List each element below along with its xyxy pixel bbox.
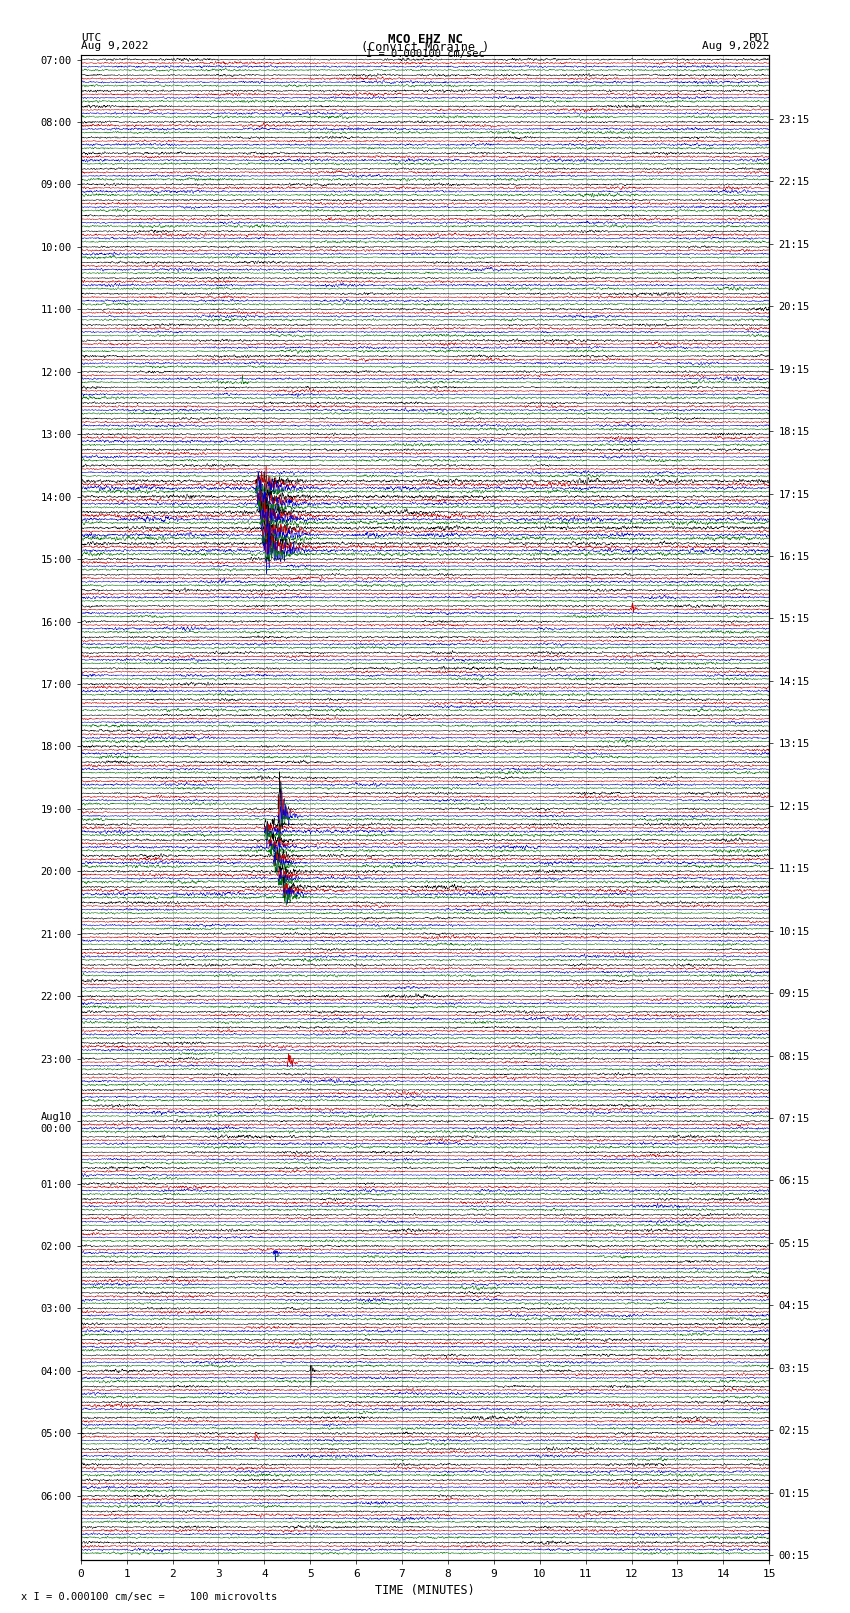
Text: Aug 9,2022: Aug 9,2022 — [81, 40, 148, 52]
Text: UTC: UTC — [81, 32, 101, 44]
Text: PDT: PDT — [749, 32, 769, 44]
Text: Aug 9,2022: Aug 9,2022 — [702, 40, 769, 52]
Text: I = 0.000100 cm/sec: I = 0.000100 cm/sec — [366, 50, 484, 60]
Text: (Convict Moraine ): (Convict Moraine ) — [361, 40, 489, 55]
Text: x I = 0.000100 cm/sec =    100 microvolts: x I = 0.000100 cm/sec = 100 microvolts — [21, 1592, 277, 1602]
X-axis label: TIME (MINUTES): TIME (MINUTES) — [375, 1584, 475, 1597]
Text: MCO EHZ NC: MCO EHZ NC — [388, 32, 462, 47]
